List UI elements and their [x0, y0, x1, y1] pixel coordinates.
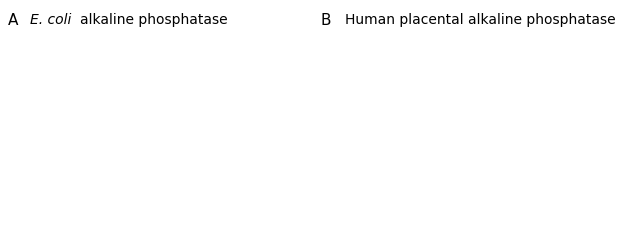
Text: Human placental alkaline phosphatase: Human placental alkaline phosphatase: [345, 13, 616, 27]
Text: E. coli: E. coli: [30, 13, 72, 27]
Text: B: B: [320, 13, 330, 28]
Text: A: A: [8, 13, 18, 28]
Text: alkaline phosphatase: alkaline phosphatase: [80, 13, 227, 27]
